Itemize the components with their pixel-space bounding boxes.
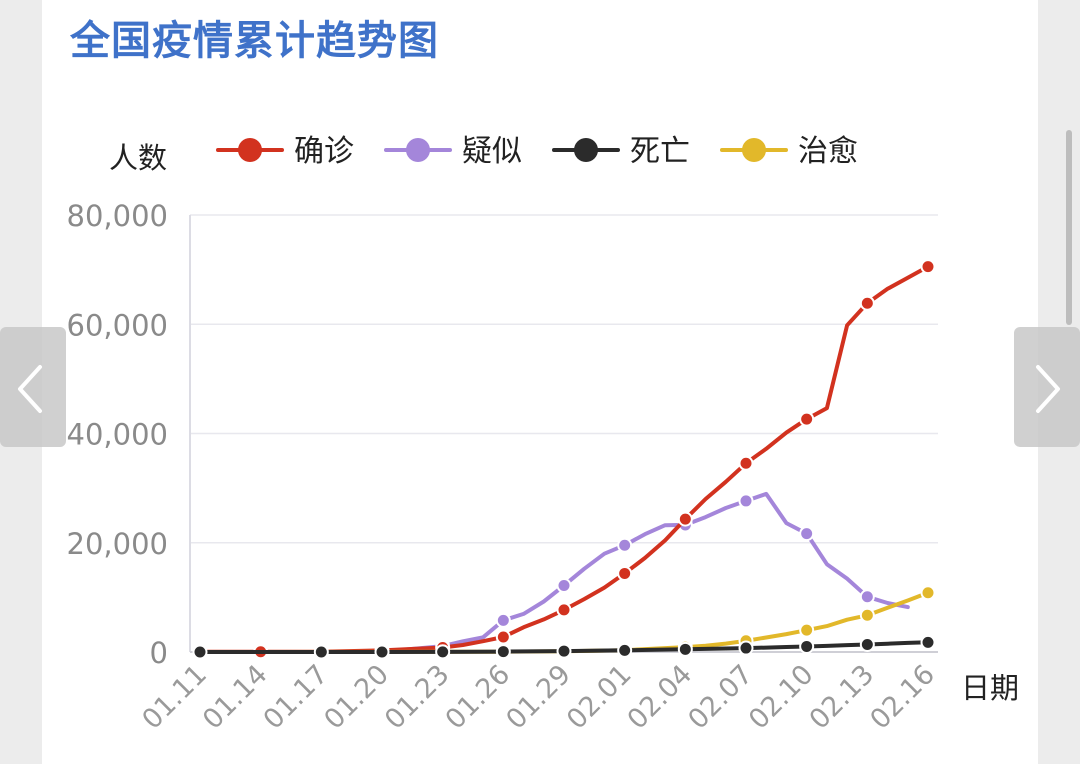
legend-item-0[interactable]: 确诊	[216, 134, 354, 169]
legend-item-2[interactable]: 死亡	[552, 134, 690, 169]
legend-item-1[interactable]: 疑似	[384, 134, 522, 169]
chart-card	[42, 0, 1038, 764]
legend-swatch-marker	[406, 138, 430, 162]
data-point	[313, 644, 329, 660]
x-tick-label: 02.04	[622, 659, 699, 736]
legend-swatch-marker	[574, 138, 598, 162]
x-axis-title: 日期	[961, 671, 1019, 705]
data-point	[556, 643, 572, 659]
legend-label: 治愈	[798, 134, 858, 169]
data-point	[617, 642, 633, 658]
data-point	[617, 565, 633, 581]
data-point	[859, 295, 875, 311]
data-point	[920, 585, 936, 601]
page-title: 全国疫情累计趋势图	[70, 18, 439, 64]
next-chart-button[interactable]	[1014, 327, 1080, 447]
data-point	[374, 644, 390, 660]
y-tick-label: 80,000	[67, 199, 168, 233]
y-axis-title: 人数	[109, 141, 167, 175]
legend-label: 确诊	[294, 134, 354, 169]
y-tick-label: 0	[150, 636, 168, 670]
vertical-scrollbar[interactable]	[1066, 130, 1072, 325]
x-tick-label: 01.29	[500, 659, 577, 736]
data-point	[799, 411, 815, 427]
legend-swatch-marker	[742, 138, 766, 162]
x-tick-label: 02.07	[682, 659, 759, 736]
legend[interactable]: 确诊 疑似 死亡 治愈	[216, 134, 858, 169]
data-point	[799, 638, 815, 654]
x-tick-label: 01.11	[136, 659, 213, 736]
y-tick-label: 60,000	[67, 308, 168, 342]
data-point	[495, 644, 511, 660]
data-point	[920, 259, 936, 275]
x-tick-label: 02.16	[864, 659, 941, 736]
chevron-left-icon	[18, 365, 42, 413]
x-tick-label: 01.14	[197, 659, 274, 736]
data-point	[738, 640, 754, 656]
series-line-0	[198, 264, 930, 654]
data-point	[192, 644, 208, 660]
x-tick-label: 02.01	[561, 659, 638, 736]
data-point	[495, 629, 511, 645]
x-tick-label: 02.10	[743, 659, 820, 736]
prev-chart-button[interactable]	[0, 327, 66, 447]
data-point	[859, 636, 875, 652]
legend-label: 疑似	[462, 134, 522, 169]
x-tick-label: 02.13	[804, 659, 881, 736]
data-point	[617, 537, 633, 553]
data-point	[738, 455, 754, 471]
chevron-right-icon	[1036, 365, 1060, 413]
y-tick-label: 20,000	[67, 527, 168, 561]
data-point	[859, 607, 875, 623]
data-point	[799, 622, 815, 638]
x-tick-label: 01.26	[440, 659, 517, 736]
data-point	[495, 612, 511, 628]
series-line-1	[380, 491, 910, 654]
axes: 人数 日期 020,00040,00060,00080,00001.1101.1…	[67, 141, 1019, 736]
legend-swatch-marker	[238, 138, 262, 162]
data-point	[738, 493, 754, 509]
data-point	[677, 511, 693, 527]
data-point	[435, 644, 451, 660]
data-point	[859, 589, 875, 605]
series-lines	[192, 259, 936, 660]
legend-item-3[interactable]: 治愈	[720, 134, 858, 169]
data-point	[556, 602, 572, 618]
series-line-3	[198, 590, 930, 654]
x-tick-label: 01.20	[318, 659, 395, 736]
data-point	[799, 526, 815, 542]
x-tick-label: 01.23	[379, 659, 456, 736]
y-tick-label: 40,000	[67, 418, 168, 452]
data-point	[677, 641, 693, 657]
x-tick-label: 01.17	[258, 659, 335, 736]
data-point	[920, 634, 936, 650]
data-point	[556, 578, 572, 594]
legend-label: 死亡	[630, 134, 690, 169]
grid-lines	[190, 214, 938, 544]
